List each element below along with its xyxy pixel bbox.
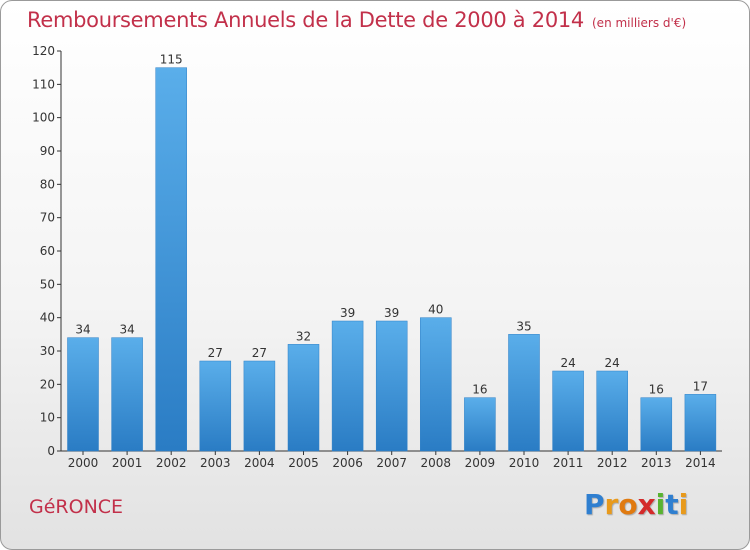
logo-letter: P	[584, 488, 605, 521]
x-tick-label: 2002	[156, 456, 187, 470]
bar-value-label: 40	[428, 303, 443, 317]
bar	[552, 370, 584, 452]
y-tick-label: 10	[40, 411, 55, 425]
bar-value-label: 39	[340, 306, 355, 320]
x-tick-label: 2012	[597, 456, 628, 470]
x-tick-label: 2007	[376, 456, 407, 470]
bar	[508, 334, 540, 452]
chart-title-text: Remboursements Annuels de la Dette de 20…	[27, 8, 584, 32]
bar	[420, 317, 452, 452]
x-tick-label: 2005	[288, 456, 319, 470]
y-tick-label: 120	[32, 44, 55, 58]
y-tick-label: 60	[40, 244, 55, 258]
bar-value-label: 16	[472, 383, 487, 397]
y-tick-label: 80	[40, 177, 55, 191]
x-tick-label: 2013	[641, 456, 672, 470]
y-tick-label: 30	[40, 344, 55, 358]
logo-letter: t	[665, 488, 679, 521]
x-tick-label: 2003	[200, 456, 231, 470]
logo-letter: i	[678, 488, 689, 521]
bar-value-label: 32	[296, 329, 311, 343]
bar	[287, 344, 320, 452]
bar	[155, 67, 187, 452]
x-tick-label: 2006	[332, 456, 363, 470]
chart-unit: (en milliers d'€)	[592, 16, 687, 30]
bar-value-label: 115	[160, 53, 183, 67]
bar	[596, 370, 628, 452]
bar	[464, 397, 496, 452]
bar-value-label: 24	[560, 356, 575, 370]
logo-letter: r	[604, 488, 619, 521]
bar-value-label: 27	[252, 346, 267, 360]
logo-letter: o	[618, 488, 638, 521]
x-tick-label: 2010	[509, 456, 540, 470]
x-tick-label: 2004	[244, 456, 275, 470]
bar	[243, 360, 276, 452]
y-tick-label: 40	[40, 311, 55, 325]
x-tick-label: 2011	[553, 456, 584, 470]
bar-value-label: 39	[384, 306, 399, 320]
y-tick-label: 70	[40, 211, 55, 225]
x-tick-label: 2009	[465, 456, 496, 470]
bar-value-label: 16	[649, 383, 664, 397]
bar-value-label: 27	[208, 346, 223, 360]
bar	[375, 320, 408, 452]
x-tick-label: 2008	[421, 456, 452, 470]
bar	[684, 394, 717, 452]
commune-name: GéRONCE	[29, 496, 124, 518]
bar-value-label: 17	[693, 379, 708, 393]
bar	[111, 337, 143, 452]
y-tick-label: 100	[32, 111, 55, 125]
bar-value-label: 35	[516, 319, 531, 333]
y-tick-label: 90	[40, 144, 55, 158]
bar	[67, 337, 99, 452]
bar	[640, 397, 673, 452]
y-tick-label: 0	[47, 444, 55, 458]
x-tick-label: 2001	[112, 456, 143, 470]
logo-letter: i	[655, 488, 666, 521]
bar	[199, 360, 232, 452]
logo-letter: x	[637, 488, 656, 521]
bar	[331, 320, 364, 452]
bar-value-label: 24	[605, 356, 620, 370]
bar-value-label: 34	[75, 323, 90, 337]
y-tick-label: 20	[40, 377, 55, 391]
x-tick-label: 2000	[68, 456, 99, 470]
bar-value-label: 34	[119, 323, 134, 337]
proxiti-logo: Proxiti	[584, 488, 688, 521]
x-tick-label: 2014	[685, 456, 716, 470]
y-tick-label: 50	[40, 277, 55, 291]
chart-title: Remboursements Annuels de la Dette de 20…	[27, 8, 686, 32]
y-tick-label: 110	[32, 77, 55, 91]
